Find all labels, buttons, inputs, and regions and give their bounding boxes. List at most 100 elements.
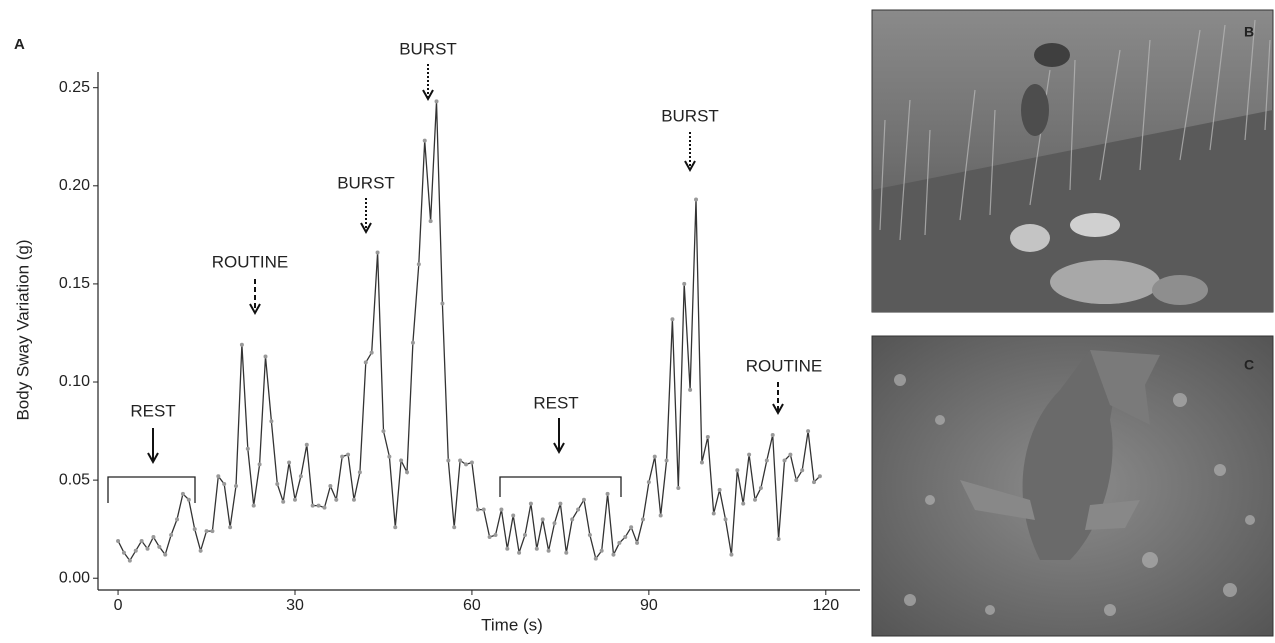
data-point [688,387,693,392]
data-point [116,538,121,543]
photo-b: B [871,9,1274,313]
data-point [747,452,752,457]
data-point [393,525,398,530]
data-point [292,497,297,502]
data-point [127,558,132,563]
data-point [629,525,634,530]
data-point [363,360,368,365]
annotation: BURST [337,173,395,192]
data-point [534,546,539,551]
data-point [434,99,439,104]
data-point [753,497,758,502]
data-point [186,497,191,502]
data-point [711,511,716,516]
data-point [511,513,516,518]
annotation: ROUTINE [746,356,823,375]
data-point [269,419,274,424]
data-point [676,485,681,490]
data-point [351,497,356,502]
data-point [576,507,581,512]
panel-label: C [1244,357,1254,373]
data-point [145,546,150,551]
data-point [222,482,227,487]
data-point [593,556,598,561]
data-point [682,281,687,286]
annotation: BURST [661,106,719,125]
data-point [469,460,474,465]
annotation: ROUTINE [212,252,289,271]
data-point [192,527,197,532]
data-point [705,434,710,439]
data-point [546,548,551,553]
data-point [493,533,498,538]
data-point [405,470,410,475]
data-point [151,535,156,540]
data-point [587,533,592,538]
data-point [599,548,604,553]
annotation: REST [130,401,175,420]
data-point [175,517,180,522]
x-tick-label: 90 [640,597,658,614]
data-point [322,505,327,510]
data-point [452,525,457,530]
data-point [475,507,480,512]
data-point [658,513,663,518]
data-point [806,429,811,434]
arrow-head [422,89,434,102]
data-point [251,503,256,508]
y-tick-label: 0.25 [59,79,90,96]
arrow-head [360,222,372,235]
data-point [198,548,203,553]
data-point [298,474,303,479]
data-point [540,517,545,522]
data-point [699,460,704,465]
data-point [794,478,799,483]
data-point [346,452,351,457]
data-point [157,544,162,549]
data-point [723,517,728,522]
data-point [505,546,510,551]
data-point [234,484,239,489]
data-point [410,340,415,345]
data-point [245,446,250,451]
data-point [216,474,221,479]
data-point [287,460,292,465]
y-tick-label: 0.00 [59,569,90,586]
data-point [446,458,451,463]
data-point [528,501,533,506]
data-point [316,503,321,508]
data-point [487,535,492,540]
data-point [422,138,427,143]
data-point [204,529,209,534]
data-point [764,458,769,463]
data-point [428,219,433,224]
x-tick-label: 60 [463,597,481,614]
data-point [180,491,185,496]
data-point [416,262,421,267]
data-point [357,470,362,475]
panel-label: B [1244,24,1254,40]
data-point [788,452,793,457]
data-point [635,540,640,545]
data-point [741,501,746,506]
photo-c: C [871,335,1274,637]
data-point [481,507,486,512]
y-tick-label: 0.05 [59,471,90,488]
data-point [523,533,528,538]
x-axis-title: Time (s) [481,615,543,634]
data-point [228,525,233,530]
y-tick-label: 0.10 [59,373,90,390]
data-point [328,484,333,489]
data-point [776,536,781,541]
data-point [817,474,822,479]
x-tick-label: 0 [114,597,123,614]
data-point [334,497,339,502]
data-line [117,101,821,562]
data-point [399,458,404,463]
data-point [458,458,463,463]
data-point [564,550,569,555]
data-point [263,354,268,359]
data-point [499,507,504,512]
